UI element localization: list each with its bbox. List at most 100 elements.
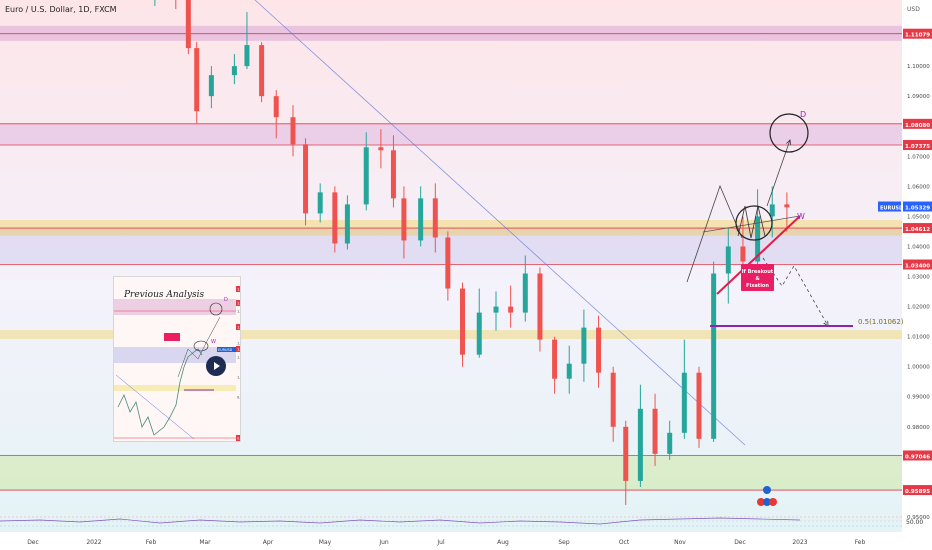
y-tick-label: 1.10000 [907, 64, 930, 70]
candle[interactable] [363, 147, 369, 205]
candle[interactable] [596, 327, 602, 373]
candle[interactable] [194, 48, 200, 112]
upper-wedge-line[interactable] [702, 215, 801, 233]
candle[interactable] [652, 408, 658, 454]
y-tick-label: 0.95000 [907, 515, 930, 521]
thumb-wave-w: W [211, 339, 216, 345]
breakout-callout [741, 264, 774, 291]
x-tick-label: Mar [199, 539, 211, 546]
candle[interactable] [581, 327, 587, 364]
candle[interactable] [259, 45, 265, 97]
x-tick-label: Jun [378, 539, 389, 546]
candle[interactable] [537, 273, 543, 340]
thumb-price-label: 0.98000 [237, 396, 241, 400]
y-tick-label: 1.06000 [907, 184, 930, 190]
candle[interactable] [725, 246, 731, 274]
candle[interactable] [667, 432, 673, 454]
price-labels-layer: 1.11079 1.08080 1.07375 1.05329 1.04612 1.034… [878, 28, 932, 496]
flag-icon[interactable] [763, 486, 771, 494]
bearish-projection[interactable] [762, 257, 828, 326]
price-ticks-layer: 1.10000 1.09000 1.07000 1.06000 1.05000 1.040… [907, 64, 930, 521]
candle[interactable] [208, 75, 214, 97]
candle[interactable] [378, 147, 384, 151]
y-tick-label: 1.01000 [907, 335, 930, 341]
wave-path[interactable] [686, 184, 743, 283]
candle[interactable] [508, 306, 514, 313]
candle[interactable] [317, 192, 323, 214]
candle[interactable] [185, 0, 191, 49]
price-label-box [903, 259, 932, 270]
lower-wedge-line[interactable] [716, 215, 801, 295]
candle[interactable] [418, 198, 424, 241]
candle[interactable] [476, 312, 482, 355]
candle[interactable] [390, 150, 396, 199]
candle[interactable] [432, 198, 438, 238]
projection-arrow[interactable] [766, 140, 790, 207]
candle[interactable] [769, 204, 775, 217]
play-icon[interactable] [206, 356, 226, 376]
y-tick-label: 1.07000 [907, 154, 930, 160]
event-icons [757, 486, 777, 506]
y-tick-label: 0.99000 [907, 395, 930, 401]
candle[interactable] [332, 192, 338, 244]
candle[interactable] [696, 372, 702, 439]
candle[interactable] [244, 45, 250, 67]
candle[interactable] [623, 426, 629, 481]
flag-icon[interactable] [763, 498, 771, 506]
price-label-box [903, 118, 932, 129]
price-label-box [903, 140, 932, 151]
candle[interactable] [303, 144, 309, 214]
fib-zone[interactable] [0, 330, 902, 340]
y-tick-label: 1.03000 [907, 275, 930, 281]
candles-layer [154, 0, 790, 505]
demand-zone[interactable] [0, 455, 902, 491]
candle[interactable] [637, 408, 643, 481]
thumb-price-label: 1.04612 [237, 326, 241, 330]
thumb-price-label: 1.02000 [237, 356, 241, 360]
candle[interactable] [522, 273, 528, 313]
price-label: 1.04612 [905, 227, 930, 233]
candle[interactable] [711, 273, 717, 439]
x-tick-label: Oct [619, 539, 630, 546]
price-label: 0.95895 [905, 489, 930, 495]
thumb-wave-d: D [224, 297, 228, 303]
x-tick-label: Dec [734, 539, 746, 546]
candle[interactable] [566, 363, 572, 379]
y-tick-label: 1.02000 [907, 305, 930, 311]
candle[interactable] [445, 237, 451, 289]
candle[interactable] [401, 198, 407, 241]
thumb-price-box [236, 286, 240, 292]
oscillator-panel: 50.00 [0, 516, 923, 527]
candle[interactable] [273, 96, 279, 118]
time-axis-background [0, 532, 932, 550]
target-circle[interactable] [769, 113, 809, 153]
candle[interactable] [344, 204, 350, 244]
candle[interactable] [493, 306, 499, 313]
thumbnail-price-axis: 1.08080 1.07375 1.06000 1.04612 1.04329 1.034… [236, 286, 241, 441]
candle[interactable] [740, 246, 746, 262]
candle[interactable] [231, 66, 237, 76]
oscillator-line [0, 517, 801, 525]
candle[interactable] [681, 372, 687, 433]
price-label: 1.08080 [905, 123, 930, 129]
thumbnail-chart: D W EURUSD 1.080801.073751.060001.046121… [114, 286, 241, 441]
candle[interactable] [552, 339, 558, 379]
candle[interactable] [290, 117, 296, 145]
previous-analysis-thumbnail[interactable]: D W EURUSD 1.080801.073751.060001.046121… [113, 276, 241, 442]
flag-icon[interactable] [769, 498, 777, 506]
resistance-zone-mid[interactable] [0, 123, 902, 146]
x-tick-label: May [319, 539, 332, 546]
trend-line[interactable] [254, 0, 746, 446]
flag-icon[interactable] [757, 498, 765, 506]
candle[interactable] [610, 372, 616, 427]
oscillator-level: 50.00 [906, 519, 923, 526]
candle[interactable] [784, 204, 790, 208]
symbol-tag-box [878, 201, 901, 212]
candle[interactable] [755, 216, 761, 262]
callout-line-3: Fixation [746, 283, 769, 289]
price-label: 1.11079 [905, 33, 930, 39]
consolidation-circle[interactable] [735, 205, 773, 241]
price-label: 1.03400 [905, 263, 930, 269]
candle[interactable] [460, 288, 466, 355]
